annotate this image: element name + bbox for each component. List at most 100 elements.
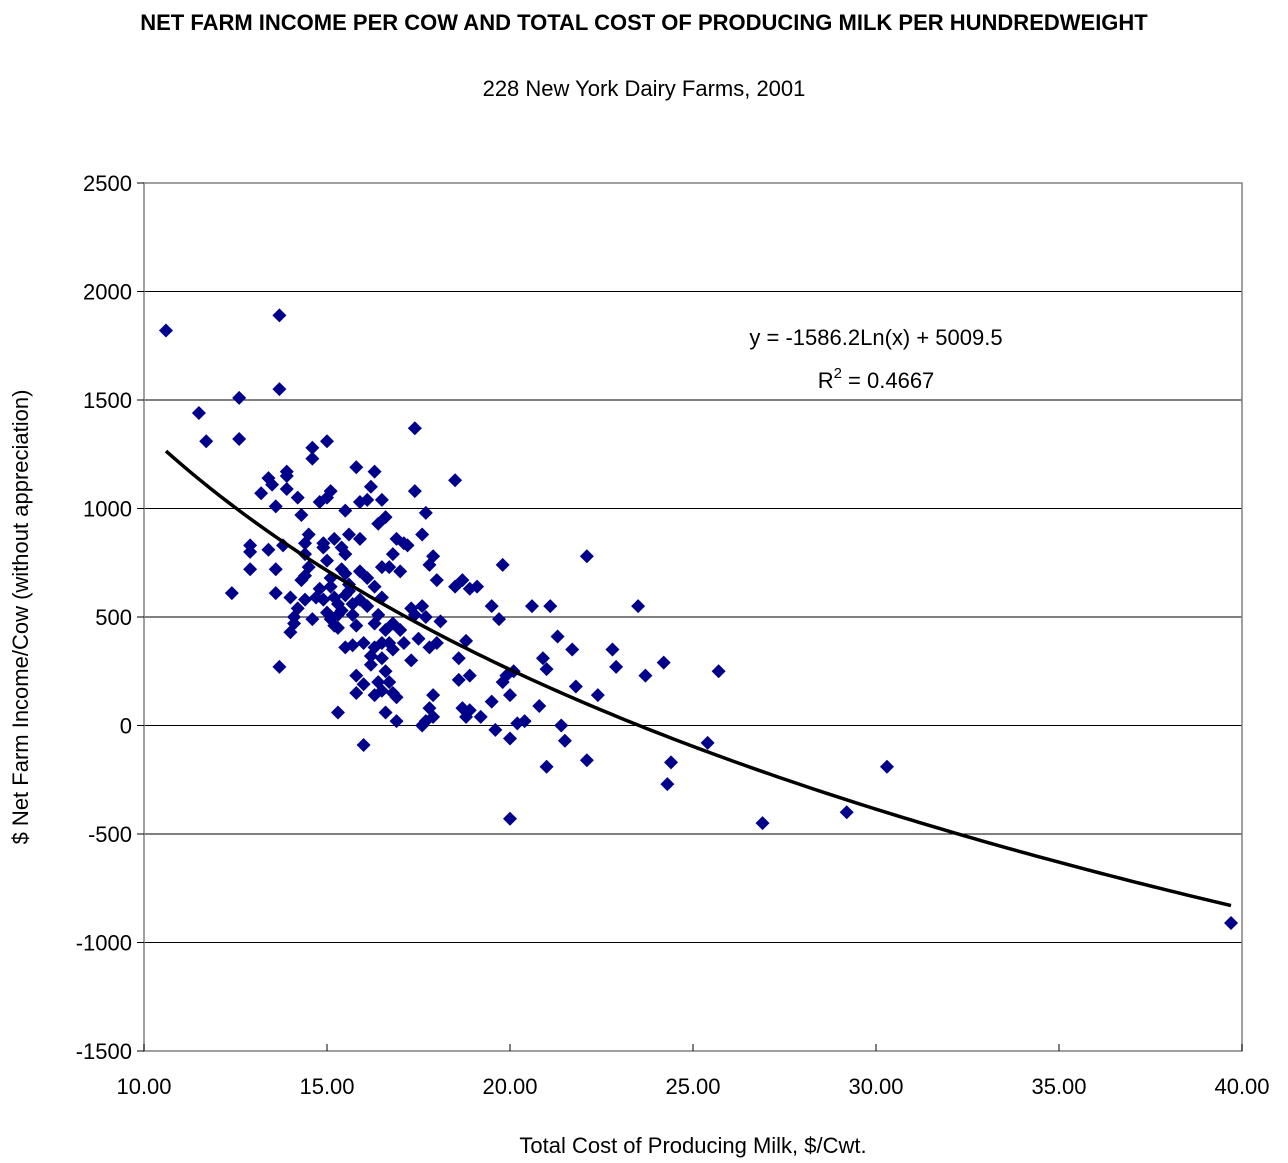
data-point <box>503 811 517 826</box>
data-point <box>378 664 393 679</box>
data-point <box>429 573 444 588</box>
data-point <box>660 777 675 792</box>
data-point <box>488 722 503 737</box>
data-point <box>393 623 408 638</box>
y-tick-label: 1500 <box>83 388 132 413</box>
r-squared-label: R2 = 0.4667 <box>818 365 935 393</box>
data-point <box>433 614 448 629</box>
data-point <box>316 540 331 555</box>
data-point <box>385 642 400 657</box>
data-point <box>367 579 382 594</box>
data-point <box>557 733 572 748</box>
data-point <box>301 560 316 575</box>
data-point <box>389 690 404 705</box>
data-point <box>711 664 726 679</box>
data-point <box>579 753 594 768</box>
data-point <box>879 759 894 774</box>
r-squared-r: R <box>818 368 834 393</box>
data-point <box>462 668 477 683</box>
data-point <box>360 570 375 585</box>
data-point <box>323 484 338 499</box>
data-point <box>232 390 247 405</box>
data-point <box>473 709 488 724</box>
data-point <box>327 531 342 546</box>
data-point <box>462 703 477 718</box>
data-point <box>374 651 389 666</box>
x-tick-label: 35.00 <box>1031 1074 1086 1099</box>
data-point <box>451 651 466 666</box>
data-point <box>426 688 441 703</box>
data-point <box>261 542 276 557</box>
y-tick-label: 0 <box>120 714 132 739</box>
data-point <box>407 484 422 499</box>
logarithmic-trendline <box>164 449 1232 908</box>
data-point <box>1224 915 1239 930</box>
data-point <box>349 618 364 633</box>
data-point <box>268 562 283 577</box>
data-point <box>755 816 770 831</box>
data-point <box>415 527 430 542</box>
data-point <box>700 735 715 750</box>
data-point <box>356 738 371 753</box>
data-point <box>349 685 364 700</box>
x-tick-label: 20.00 <box>482 1074 537 1099</box>
data-point <box>565 642 580 657</box>
y-tick-label: 1000 <box>83 497 132 522</box>
data-point <box>499 668 514 683</box>
y-tick-label: 2500 <box>83 171 132 196</box>
data-point <box>664 755 679 770</box>
data-point <box>415 599 430 614</box>
data-point <box>448 473 463 488</box>
data-point <box>605 642 620 657</box>
data-point <box>243 544 258 559</box>
data-point <box>378 510 393 525</box>
data-point <box>543 599 558 614</box>
data-point <box>283 590 298 605</box>
data-point <box>426 709 441 724</box>
data-point <box>294 508 309 523</box>
data-point <box>279 481 294 496</box>
data-point <box>382 675 397 690</box>
y-tick-label: -1000 <box>76 931 132 956</box>
data-point <box>268 499 283 514</box>
data-point <box>374 683 389 698</box>
data-point <box>429 636 444 651</box>
data-point <box>367 464 382 479</box>
data-point <box>265 477 280 492</box>
trendline-equation: y = -1586.2Ln(x) + 5009.5 <box>749 325 1002 350</box>
data-point <box>484 694 499 709</box>
data-point <box>349 460 364 475</box>
chart-subtitle: 228 New York Dairy Farms, 2001 <box>482 76 806 101</box>
data-point <box>396 636 411 651</box>
data-point <box>199 434 214 449</box>
data-point <box>407 421 422 436</box>
data-point <box>382 560 397 575</box>
data-point <box>374 492 389 507</box>
data-point <box>503 731 517 746</box>
data-point <box>272 382 287 397</box>
x-tick-label: 10.00 <box>116 1074 171 1099</box>
data-point <box>356 636 371 651</box>
data-point <box>495 557 510 572</box>
data-point <box>532 698 547 713</box>
data-point <box>400 538 415 553</box>
data-point <box>268 586 283 601</box>
data-point <box>330 705 345 720</box>
data-point <box>363 479 378 494</box>
data-point <box>272 308 287 323</box>
data-point <box>352 531 367 546</box>
data-point <box>524 599 539 614</box>
data-point <box>272 659 287 674</box>
data-point <box>341 527 356 542</box>
data-point <box>360 599 375 614</box>
data-point <box>393 564 408 579</box>
y-tick-label: -500 <box>88 822 132 847</box>
data-point <box>323 579 338 594</box>
data-point <box>590 688 605 703</box>
data-point <box>305 612 320 627</box>
data-point <box>290 490 305 505</box>
data-point <box>539 662 554 677</box>
r-squared-value: = 0.4667 <box>842 368 934 393</box>
data-point <box>243 562 258 577</box>
